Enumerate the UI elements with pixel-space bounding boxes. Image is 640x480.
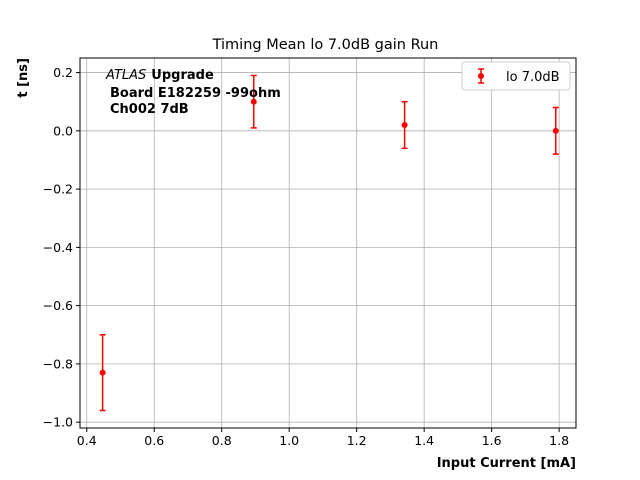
legend-point — [478, 73, 484, 79]
x-tick-label: 1.4 — [414, 433, 434, 448]
y-tick-label: −0.4 — [43, 240, 73, 255]
legend-label: lo 7.0dB — [506, 70, 560, 85]
plot-frame — [79, 57, 577, 429]
y-tick-label: −1.0 — [43, 415, 73, 430]
y-tick-label: 0.0 — [53, 123, 73, 138]
y-axis: 0.2 0.0 −0.2 −0.4 −0.6 −0.8 −1.0 — [43, 65, 80, 430]
upgrade-label: Upgrade — [151, 68, 214, 83]
atlas-label: ATLAS — [105, 68, 146, 83]
x-tick-label: 0.6 — [144, 433, 164, 448]
x-tick-label: 0.8 — [212, 433, 232, 448]
x-tick-label: 1.0 — [279, 433, 299, 448]
x-tick-label: 1.2 — [347, 433, 367, 448]
legend: lo 7.0dB — [461, 61, 571, 91]
y-axis-label: t [ns] — [16, 58, 31, 98]
x-axis: 0.4 0.6 0.8 1.0 1.2 1.4 1.6 1.8 — [77, 428, 569, 448]
data-point — [250, 98, 257, 105]
data-series — [99, 74, 559, 412]
data-point — [99, 369, 106, 376]
atlas-annotation: ATLAS Upgrade Board E182259 -99ohm Ch002 … — [105, 68, 281, 117]
legend-marker — [478, 68, 484, 84]
y-tick-label: −0.2 — [43, 182, 73, 197]
y-tick-label: 0.2 — [53, 65, 73, 80]
legend-box — [461, 61, 571, 91]
data-point — [552, 127, 559, 134]
y-tick-label: −0.8 — [43, 356, 73, 371]
annotation-line-1: ATLAS Upgrade — [105, 68, 214, 83]
x-tick-label: 0.4 — [77, 433, 97, 448]
chart-title: Timing Mean lo 7.0dB gain Run — [212, 37, 439, 53]
x-tick-label: 1.8 — [549, 433, 569, 448]
x-axis-label: Input Current [mA] — [437, 456, 576, 471]
grid — [80, 58, 576, 428]
y-tick-label: −0.6 — [43, 298, 73, 313]
annotation-line-2: Board E182259 -99ohm — [110, 86, 281, 101]
data-point — [401, 122, 408, 129]
x-tick-label: 1.6 — [482, 433, 502, 448]
annotation-line-3: Ch002 7dB — [110, 102, 189, 117]
